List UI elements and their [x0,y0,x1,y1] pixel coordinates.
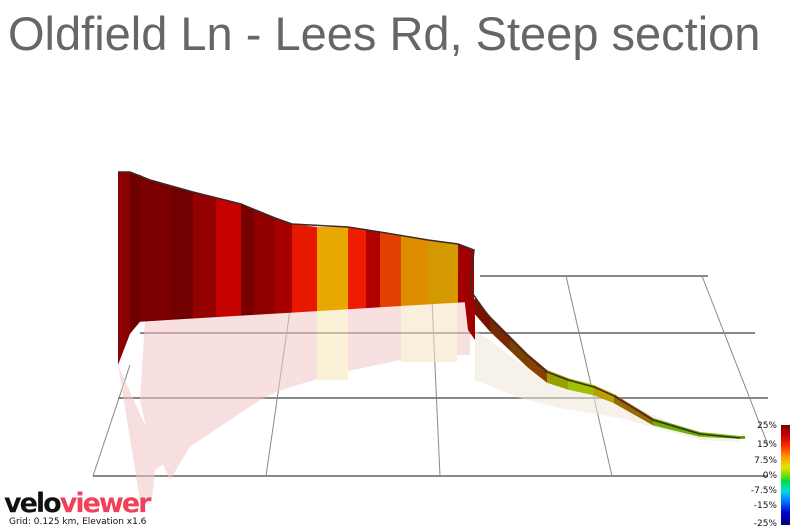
profile-segment [366,229,380,309]
profile-segment [380,232,401,308]
profile-segment [401,236,428,307]
profile-segment [475,298,490,332]
profile-segment [740,436,745,439]
profile-segment [348,227,366,310]
profile-segment [254,210,275,315]
profile-segment [140,175,150,322]
logo-velo-text: velo [4,488,62,519]
profile-segment [193,192,216,319]
profile-segment [118,172,130,365]
legend-label-15: 15% [756,440,777,450]
profile-outline [118,171,741,439]
profile-segment [172,186,193,320]
veloviewer-logo[interactable]: veloviewer [4,488,152,519]
profile-segment [150,180,172,322]
profile-segment [292,224,317,313]
gradient-colorbar [781,425,790,525]
chart-title: Oldfield Ln - Lees Rd, Steep section [8,7,761,60]
legend-label-7-5: 7.5% [754,456,777,466]
profile-segment [317,227,348,312]
legend-label-25: 25% [756,421,777,431]
profile-reflection [118,300,740,500]
legend-label-0: 0% [762,471,777,481]
profile-segment [547,370,568,390]
legend-label-neg-15: -15% [753,501,777,511]
profile-segment [490,316,510,351]
legend-label-neg-25: -25% [753,519,777,529]
gradient-legend: 25% 15% 7.5% 0% -7.5% -15% -25% [745,420,790,529]
profile-segment [216,198,241,318]
grid-caption: Grid: 0.125 km, Elevation x1.6 [9,517,147,527]
profile-segment [275,218,292,314]
legend-label-neg-7-5: -7.5% [750,486,777,496]
profile-segment [528,354,547,383]
profile-wall [118,172,745,439]
profile-segment [510,336,528,368]
profile-segment [428,240,458,305]
profile-segment [458,244,475,340]
logo-viewer-text: viewer [59,488,152,519]
profile-segment [130,172,140,334]
profile-segment [241,204,254,316]
